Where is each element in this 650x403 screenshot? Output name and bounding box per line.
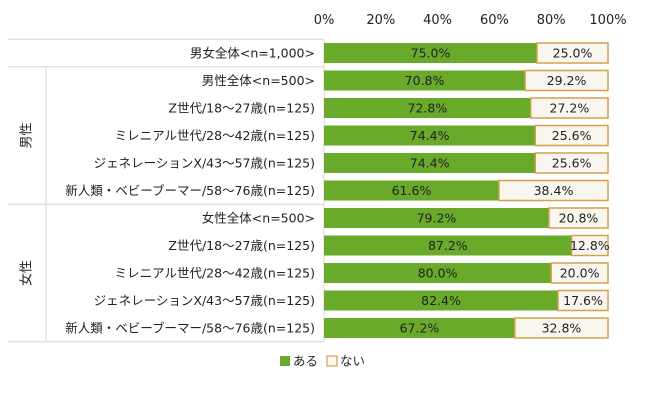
- data-label-nai: 25.0%: [553, 46, 593, 61]
- x-tick-label: 60%: [480, 13, 509, 28]
- bar-aru: [324, 70, 526, 91]
- category-label: ジェネレーションX/43～57歳(n=125): [94, 156, 315, 171]
- data-label-nai: 12.8%: [570, 238, 610, 253]
- category-label: Z世代/18～27歳(n=125): [168, 238, 315, 253]
- data-label-aru: 79.2%: [417, 211, 457, 226]
- data-label-aru: 67.2%: [400, 321, 440, 336]
- bar-nai: [524, 69, 609, 92]
- data-label-nai: 25.6%: [552, 156, 592, 171]
- data-label-nai: 17.6%: [563, 293, 603, 308]
- legend-label-aru: ある: [293, 354, 318, 369]
- group-label: 女性: [19, 260, 35, 286]
- data-label-aru: 82.4%: [421, 293, 461, 308]
- bar-nai: [514, 317, 609, 339]
- data-label-nai: 25.6%: [552, 128, 592, 143]
- data-label-nai: 38.4%: [534, 183, 574, 198]
- data-label-aru: 74.4%: [410, 128, 450, 143]
- bar-nai: [534, 152, 609, 174]
- legend-label-nai: ない: [340, 354, 365, 369]
- bar-aru: [324, 263, 552, 283]
- data-label-aru: 80.0%: [418, 266, 458, 281]
- data-label-nai: 20.8%: [559, 211, 599, 226]
- bar-aru: [324, 43, 537, 63]
- bar-nai: [557, 289, 609, 312]
- data-label-aru: 74.4%: [410, 156, 450, 171]
- bar-nai: [530, 97, 609, 119]
- bar-nai: [536, 42, 609, 64]
- data-label-aru: 61.6%: [392, 183, 432, 198]
- bar-aru: [324, 235, 572, 256]
- data-label-aru: 87.2%: [428, 238, 468, 253]
- category-label: ミレニアル世代/28～42歳(n=125): [115, 266, 315, 281]
- x-tick-label: 40%: [423, 13, 452, 28]
- data-label-nai: 29.2%: [547, 73, 587, 88]
- bar-nai: [548, 207, 609, 229]
- bar-aru: [324, 153, 536, 173]
- category-label: ジェネレーションX/43～57歳(n=125): [94, 293, 315, 308]
- data-label-aru: 70.8%: [405, 73, 445, 88]
- x-tick-label: 20%: [366, 13, 395, 28]
- bar-aru: [324, 180, 499, 201]
- category-label: Z世代/18～27歳(n=125): [168, 101, 315, 116]
- data-label-aru: 75.0%: [411, 46, 451, 61]
- category-label: 新人類・ベビーブーマー/58～76歳(n=125): [65, 183, 315, 198]
- category-label: 男性全体<n=500>: [202, 73, 315, 88]
- bar-nai: [534, 124, 609, 147]
- category-label: 新人類・ベビーブーマー/58～76歳(n=125): [65, 321, 315, 336]
- bar-nai: [498, 179, 609, 202]
- bar-nai: [570, 234, 609, 257]
- category-label: 男女全体<n=1,000>: [190, 46, 315, 61]
- bar-aru: [324, 125, 536, 146]
- legend-swatch-aru: [280, 356, 290, 366]
- bar-aru: [324, 290, 559, 311]
- category-label: ミレニアル世代/28～42歳(n=125): [115, 128, 315, 143]
- bar-aru: [324, 208, 549, 228]
- x-tick-label: 100%: [589, 13, 626, 28]
- bar-nai: [550, 262, 609, 284]
- data-label-nai: 32.8%: [542, 321, 582, 336]
- x-tick-label: 0%: [314, 13, 335, 28]
- data-label-aru: 72.8%: [408, 101, 448, 116]
- category-label: 女性全体<n=500>: [202, 211, 315, 226]
- data-label-nai: 27.2%: [550, 101, 590, 116]
- data-label-nai: 20.0%: [560, 266, 600, 281]
- bar-aru: [324, 318, 515, 338]
- bar-aru: [324, 98, 531, 118]
- x-tick-label: 80%: [537, 13, 566, 28]
- group-label: 男性: [20, 122, 35, 148]
- legend-swatch-nai: [326, 355, 338, 367]
